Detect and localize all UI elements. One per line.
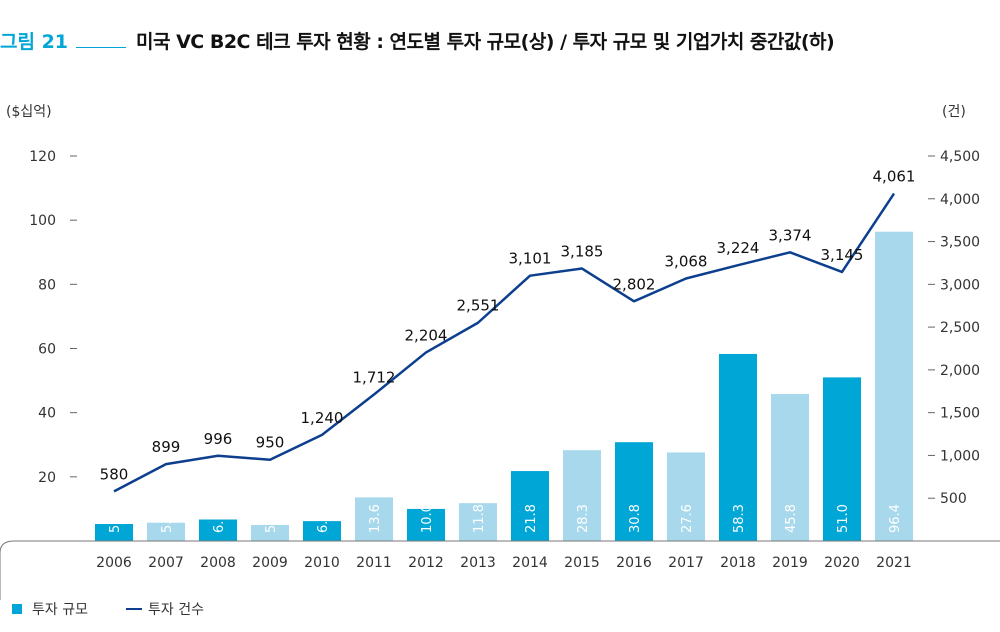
line-value-label: 3,374 (769, 226, 812, 244)
x-tick-label: 2011 (356, 555, 392, 571)
right-tick-label: 4,500 (940, 149, 980, 165)
line-value-label: 899 (152, 438, 181, 456)
x-tick-label: 2015 (564, 555, 600, 571)
bar-value-label: 28.3 (576, 504, 591, 533)
bar-value-label: 5.3 (108, 512, 123, 533)
bar-value-label: 5.0 (264, 512, 279, 533)
x-tick-label: 2021 (876, 555, 912, 571)
x-tick-label: 2008 (200, 555, 236, 571)
line-value-label: 996 (204, 430, 233, 448)
bar-value-label: 27.6 (680, 504, 695, 533)
left-tick-label: 60 (38, 342, 56, 358)
right-tick-label: 3,000 (940, 277, 980, 293)
x-tick-label: 2019 (772, 555, 808, 571)
bar-2013 (459, 503, 497, 541)
bar-2009 (251, 524, 289, 541)
bar-value-label: 45.8 (784, 504, 799, 533)
x-axis: 2006 2007 2008 2009 2010 2011 2012 2013 2014 2015… (96, 555, 912, 571)
right-tick-label: 1,500 (940, 406, 980, 422)
bar-2017 (667, 452, 705, 541)
x-tick-label: 2014 (512, 555, 548, 571)
line-value-label: 3,101 (509, 250, 552, 268)
bar-value-label: 96.4 (888, 504, 903, 533)
x-tick-label: 2013 (460, 555, 496, 571)
right-tick-label: 4,000 (940, 192, 980, 208)
legend-label-bar: 투자 규모 (32, 602, 88, 618)
bar-value-label: 58.3 (732, 504, 747, 533)
bar-value-label: 6.2 (316, 512, 331, 533)
right-axis-unit: (건) (942, 104, 966, 120)
bar-value-label: 30.8 (628, 504, 643, 533)
line-series (113, 192, 896, 493)
line-value-label: 3,185 (561, 243, 604, 261)
line-value-label: 3,068 (665, 253, 708, 271)
line-value-label: 1,712 (353, 369, 396, 387)
bar-2011 (355, 497, 393, 541)
bar-2018 (719, 353, 757, 541)
x-tick-label: 2020 (824, 555, 860, 571)
bar-2006 (95, 523, 133, 541)
figure-label: 그림 21 (0, 30, 69, 53)
x-tick-label: 2009 (252, 555, 288, 571)
bar-value-label: 51.0 (836, 504, 851, 533)
bar-value-label: 6.7 (212, 512, 227, 533)
figure-title-bar: 그림 21 미국 VC B2C 테크 투자 현황 : 연도별 투자 규모(상) … (0, 24, 835, 56)
x-tick-label: 2006 (96, 555, 132, 571)
left-tick-label: 100 (29, 213, 56, 229)
bar-2007 (147, 522, 185, 541)
bar-value-label: 10.0 (420, 504, 435, 533)
bar-series (95, 231, 913, 541)
line-labels: 580 899 996 950 1,240 1,712 2,204 2,551 3,101 3,1… (100, 168, 916, 484)
bar-2021 (875, 231, 913, 541)
bar-2015 (563, 450, 601, 541)
line-value-label: 3,145 (821, 246, 864, 264)
legend: 투자 규모 투자 건수 (12, 602, 204, 618)
legend-marker-bar (12, 604, 22, 614)
line-value-label: 1,240 (301, 409, 344, 427)
bar-2008 (199, 519, 237, 541)
line-value-label: 580 (100, 465, 129, 483)
left-axis-unit: ($십억) (6, 104, 52, 120)
bar-2010 (303, 521, 341, 541)
right-tick-label: 2,500 (940, 320, 980, 336)
x-tick-label: 2010 (304, 555, 340, 571)
left-tick-label: 120 (29, 149, 56, 165)
line-value-label: 2,551 (457, 297, 500, 315)
bar-value-label: 5.7 (160, 512, 175, 533)
left-tick-label: 40 (38, 406, 56, 422)
bar-labels: 5.3 5.7 6.7 5.0 6.2 13.6 10.0 11.8 21.8 28.3 30.8 2… (108, 504, 903, 533)
bar-2020 (823, 377, 861, 541)
bar-2012 (407, 508, 445, 541)
x-tick-label: 2012 (408, 555, 444, 571)
right-tick-label: 1,000 (940, 448, 980, 464)
x-tick-label: 2017 (668, 555, 704, 571)
x-tick-label: 2018 (720, 555, 756, 571)
right-tick-label: 3,500 (940, 235, 980, 251)
line-value-label: 2,802 (613, 275, 656, 293)
left-tick-label: 20 (38, 470, 56, 486)
x-tick-label: 2007 (148, 555, 184, 571)
line-path (113, 192, 896, 493)
bar-value-label: 13.6 (368, 504, 383, 533)
legend-label-line: 투자 건수 (148, 602, 204, 618)
figure-title: 미국 VC B2C 테크 투자 현황 : 연도별 투자 규모(상) / 투자 규… (136, 30, 835, 53)
left-tick-label: 80 (38, 277, 56, 293)
line-value-label: 2,204 (405, 326, 448, 344)
right-tick-label: 500 (940, 491, 967, 507)
line-value-label: 950 (256, 434, 285, 452)
x-axis-frame (0, 540, 1000, 600)
left-axis: 20 40 60 80 100 120 (29, 149, 77, 486)
line-value-label: 3,224 (717, 239, 760, 257)
bar-value-label: 21.8 (524, 504, 539, 533)
bar-2016 (615, 442, 653, 541)
right-tick-label: 2,000 (940, 363, 980, 379)
title-divider (76, 47, 127, 48)
bar-2014 (511, 471, 549, 541)
bar-value-label: 11.8 (472, 504, 487, 533)
x-tick-label: 2016 (616, 555, 652, 571)
line-value-label: 4,061 (873, 168, 916, 186)
bar-2019 (771, 394, 809, 541)
right-axis: 500 1,000 1,500 2,000 2,500 3,000 3,500 4,000 4,… (928, 149, 980, 507)
